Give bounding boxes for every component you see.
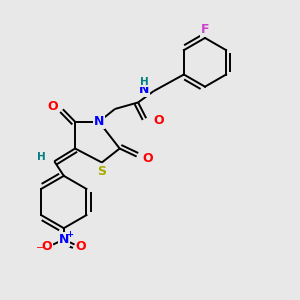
Text: O: O [154, 114, 164, 127]
Text: H: H [140, 76, 148, 87]
Text: N: N [139, 83, 149, 96]
Text: O: O [76, 239, 86, 253]
Text: S: S [97, 166, 106, 178]
Text: −: − [36, 243, 44, 254]
Text: +: + [66, 230, 73, 238]
Text: N: N [94, 115, 104, 128]
Text: H: H [37, 152, 46, 162]
Text: F: F [201, 23, 209, 36]
Text: N: N [58, 233, 69, 246]
Text: O: O [47, 100, 58, 113]
Text: O: O [142, 152, 153, 164]
Text: O: O [41, 239, 52, 253]
